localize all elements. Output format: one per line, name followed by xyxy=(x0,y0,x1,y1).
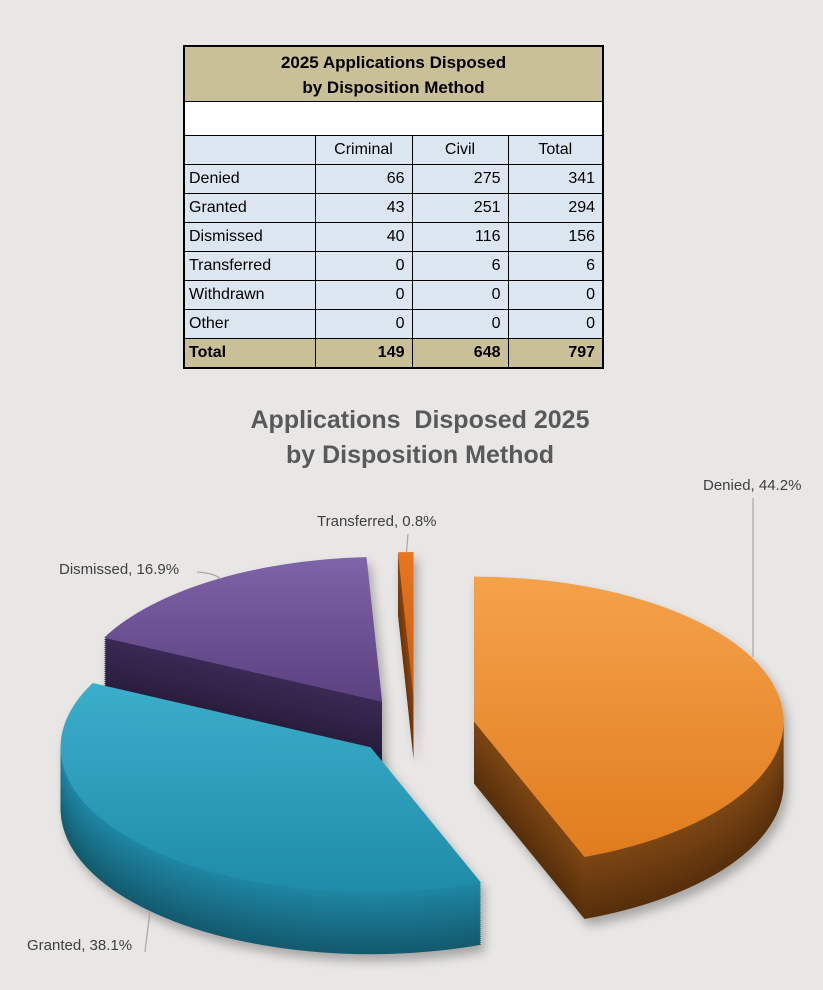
table-title-line-1: 2025 Applications Disposed xyxy=(280,52,507,72)
total-value: 156 xyxy=(507,221,604,252)
pie-label-denied: Denied, 44.2% xyxy=(703,477,802,494)
criminal-value: 0 xyxy=(314,308,413,339)
total-total-value: 797 xyxy=(507,337,604,369)
total-criminal-value: 149 xyxy=(314,337,413,369)
total-value: 341 xyxy=(507,163,604,194)
chart-title-line-1: Applications Disposed 2025 xyxy=(250,406,590,434)
dispositions-table: 2025 Applications Disposed by Dispositio… xyxy=(183,45,605,369)
pie-label-dismissed: Dismissed, 16.9% xyxy=(59,561,180,578)
pie-slice-granted xyxy=(60,683,482,955)
leader-line-granted xyxy=(144,910,151,953)
criminal-value: 0 xyxy=(314,250,413,281)
chart-title-line-2: by Disposition Method xyxy=(285,441,555,469)
chart-title: Applications Disposed 2025 by Dispositio… xyxy=(140,403,700,473)
table-row: Transferred 0 6 6 xyxy=(183,250,604,281)
row-label: Granted xyxy=(183,192,316,223)
pie-slice-transferred xyxy=(397,552,414,759)
civil-value: 251 xyxy=(411,192,509,223)
row-label: Other xyxy=(183,308,316,339)
total-civil-value: 648 xyxy=(411,337,509,369)
table-row: Granted 43 251 294 xyxy=(183,192,604,223)
disposition-table-body: Denied 66 275 341 Granted 43 251 294 Dismissed 40… xyxy=(183,163,604,369)
pie-slices xyxy=(60,552,784,955)
total-value: 294 xyxy=(507,192,604,223)
criminal-value: 66 xyxy=(314,163,413,194)
row-label: Transferred xyxy=(183,250,316,281)
table-spacer-row xyxy=(183,100,604,136)
column-header-civil: Civil xyxy=(411,134,509,165)
table-title-line-2: by Disposition Method xyxy=(302,77,485,97)
civil-value: 0 xyxy=(411,279,509,310)
total-value: 0 xyxy=(507,279,604,310)
civil-value: 275 xyxy=(411,163,509,194)
total-label: Total xyxy=(183,337,316,369)
table-header-row: Criminal Civil Total xyxy=(183,134,604,165)
pie-label-granted: Granted, 38.1% xyxy=(27,937,133,954)
pie-slice-dismissed xyxy=(104,557,383,764)
pie-slice-denied xyxy=(474,576,784,919)
civil-value: 116 xyxy=(411,221,509,252)
column-header-total: Total xyxy=(507,134,604,165)
leader-line-dismissed xyxy=(196,571,222,580)
pie-label-transferred: Transferred, 0.8% xyxy=(317,513,437,530)
table-row: Other 0 0 0 xyxy=(183,308,604,339)
table-spacer-cell xyxy=(183,100,604,136)
row-label: Denied xyxy=(183,163,316,194)
table-row: Denied 66 275 341 xyxy=(183,163,604,194)
leader-line-transferred xyxy=(405,533,409,553)
table-total-row: Total 149 648 797 xyxy=(183,337,604,369)
criminal-value: 0 xyxy=(314,279,413,310)
row-label: Dismissed xyxy=(183,221,316,252)
leader-lines xyxy=(144,498,754,953)
criminal-value: 43 xyxy=(314,192,413,223)
